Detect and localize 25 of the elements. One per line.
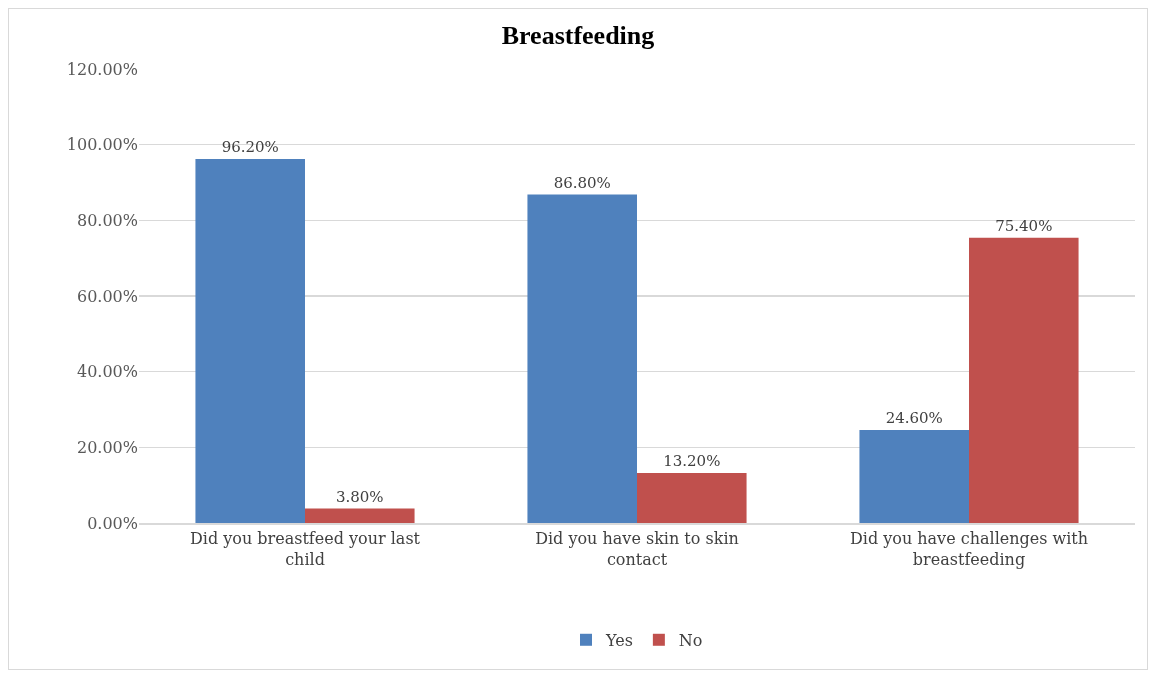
y-tick-label: 120.00%: [66, 59, 138, 79]
data-label: 96.20%: [221, 138, 279, 157]
x-tick-label: Did you breastfeed your last child: [189, 528, 421, 569]
data-label: 75.40%: [995, 216, 1053, 235]
y-tick-label: 60.00%: [76, 286, 138, 306]
data-label: 86.80%: [553, 173, 611, 192]
chart-title: Breastfeeding: [501, 20, 655, 50]
y-tick-label: 0.00%: [87, 513, 138, 533]
y-tick-label: 100.00%: [66, 135, 138, 155]
bar: [859, 429, 969, 523]
data-label: 13.20%: [663, 452, 721, 471]
bar: [637, 473, 747, 523]
data-label: 3.80%: [335, 487, 384, 506]
data-label: 24.60%: [885, 408, 943, 427]
y-tick-label: 20.00%: [76, 437, 138, 457]
bar: [969, 237, 1079, 523]
bar: [527, 194, 637, 523]
x-tick-label: Did you have skin to skin contact: [535, 528, 739, 569]
y-tick-label: 80.00%: [76, 210, 138, 230]
legend-label: No: [678, 631, 703, 651]
x-tick-label: Did you have challenges with breastfeeding: [849, 528, 1089, 569]
y-tick-label: 40.00%: [76, 362, 138, 382]
bar: [195, 159, 305, 523]
legend-label: Yes: [605, 631, 633, 651]
bar: [305, 508, 415, 523]
